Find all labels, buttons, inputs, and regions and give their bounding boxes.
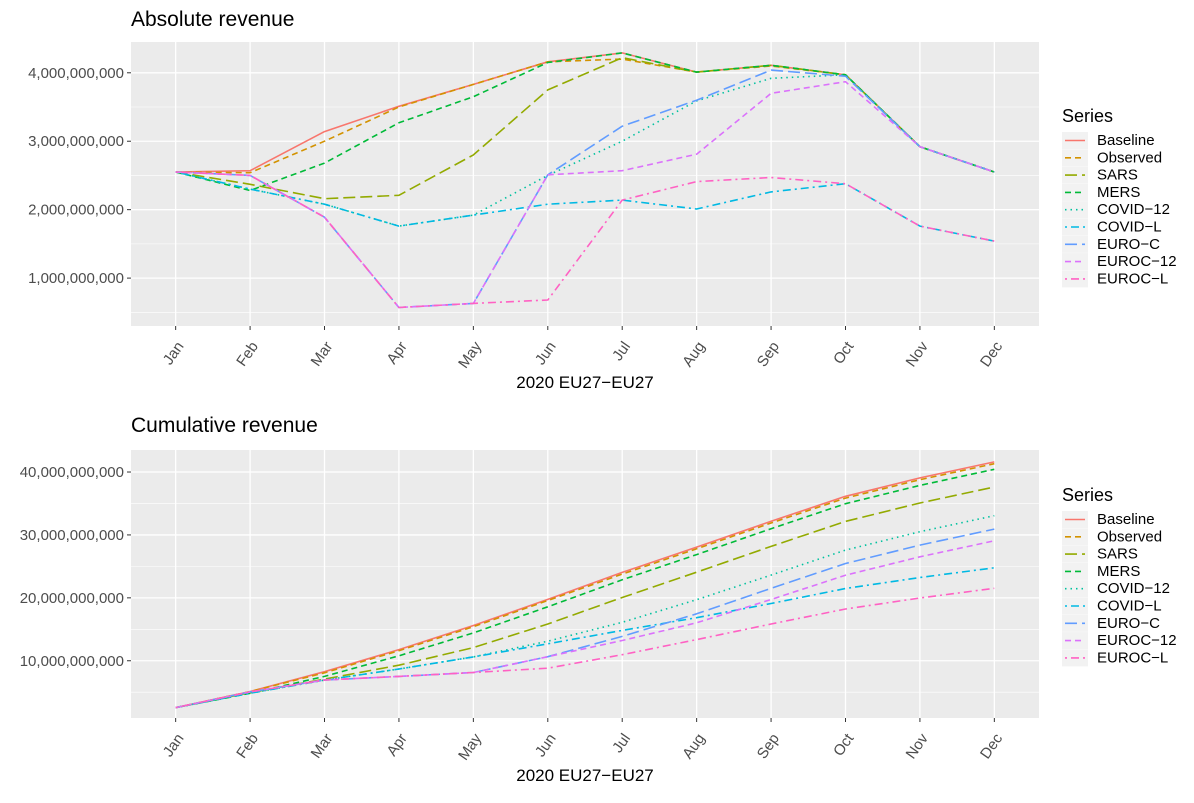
y-tick-label: 3,000,000,000 xyxy=(28,133,124,150)
x-tick-label: Feb xyxy=(233,731,262,762)
x-tick-label: Mar xyxy=(308,339,337,370)
legend-label: Baseline xyxy=(1097,132,1155,149)
legend-title: Series xyxy=(1062,485,1113,505)
series-line xyxy=(175,461,995,709)
y-tick-label: 30,000,000,000 xyxy=(20,527,124,544)
legend-key xyxy=(1062,201,1088,219)
y-tick-label: 2,000,000,000 xyxy=(28,202,124,219)
chart-title: Absolute revenue xyxy=(131,8,294,31)
series-line xyxy=(175,540,995,709)
y-tick-label: 4,000,000,000 xyxy=(28,65,124,82)
legend-key xyxy=(1062,580,1088,598)
legend-label: Baseline xyxy=(1097,511,1155,528)
series-line xyxy=(175,587,995,709)
x-tick-label: Sep xyxy=(754,339,783,371)
series-line xyxy=(175,468,995,709)
x-tick-label: Dec xyxy=(977,338,1007,370)
legend-label: MERS xyxy=(1097,184,1140,201)
legend-label: SARS xyxy=(1097,546,1138,563)
legend-label: EUROC−12 xyxy=(1097,632,1177,649)
x-tick-label: Apr xyxy=(383,731,410,760)
x-tick-label: Mar xyxy=(308,731,337,762)
x-tick-label: Nov xyxy=(903,730,933,762)
x-tick-label: Oct xyxy=(830,730,858,760)
series-line xyxy=(175,462,995,709)
x-axis-title: 2020 EU27−EU27 xyxy=(516,373,654,392)
series-line xyxy=(175,171,995,242)
x-tick-label: Aug xyxy=(679,731,708,763)
legend-label: Observed xyxy=(1097,528,1162,545)
legend-label: EURO−C xyxy=(1097,236,1160,253)
legend: Series BaselineObservedSARSMERSCOVID−12CO… xyxy=(1062,106,1177,288)
y-tick-label: 20,000,000,000 xyxy=(20,590,124,607)
legend-label: EUROC−L xyxy=(1097,270,1168,287)
y-tick-label: 1,000,000,000 xyxy=(28,270,124,287)
x-tick-label: Feb xyxy=(233,339,262,370)
absolute-revenue-panel: Absolute revenue 1,000,000,000 2,000,000,0… xyxy=(28,8,1177,392)
series-line xyxy=(175,52,995,192)
series-line xyxy=(175,171,995,309)
x-tick-label: Jul xyxy=(609,339,634,364)
x-tick-label: Aug xyxy=(679,339,708,371)
legend-label: COVID−L xyxy=(1097,598,1162,615)
x-tick-label: Jul xyxy=(609,731,634,756)
x-tick-label: Nov xyxy=(903,338,933,370)
cumulative-revenue-panel: Cumulative revenue 10,000,000,000 20,000,0… xyxy=(20,414,1177,785)
x-tick-label: Jan xyxy=(160,731,188,761)
x-tick-label: May xyxy=(455,730,485,763)
legend-title: Series xyxy=(1062,106,1113,126)
x-tick-label: Sep xyxy=(754,731,783,763)
legend-label: SARS xyxy=(1097,167,1138,184)
x-tick-label: May xyxy=(455,338,485,371)
x-tick-label: Apr xyxy=(383,339,410,368)
legend-label: MERS xyxy=(1097,563,1140,580)
chart-title: Cumulative revenue xyxy=(131,414,318,437)
legend-label: COVID−12 xyxy=(1097,580,1170,597)
y-tick-label: 10,000,000,000 xyxy=(20,653,124,670)
x-tick-label: Jun xyxy=(532,339,560,369)
x-tick-label: Oct xyxy=(830,338,858,368)
x-axis-title: 2020 EU27−EU27 xyxy=(516,766,654,785)
series-line xyxy=(175,58,995,174)
x-tick-label: Jun xyxy=(532,731,560,761)
x-tick-label: Dec xyxy=(977,730,1007,762)
legend-label: EURO−C xyxy=(1097,615,1160,632)
y-tick-label: 40,000,000,000 xyxy=(20,464,124,481)
legend-label: EUROC−L xyxy=(1097,649,1168,666)
legend: Series BaselineObservedSARSMERSCOVID−12CO… xyxy=(1062,485,1177,667)
legend-label: Observed xyxy=(1097,149,1162,166)
x-tick-label: Jan xyxy=(160,339,188,369)
legend-label: COVID−12 xyxy=(1097,201,1170,218)
series-line xyxy=(175,74,995,227)
legend-label: COVID−L xyxy=(1097,219,1162,236)
plot-background xyxy=(131,450,1039,718)
legend-label: EUROC−12 xyxy=(1097,253,1177,270)
